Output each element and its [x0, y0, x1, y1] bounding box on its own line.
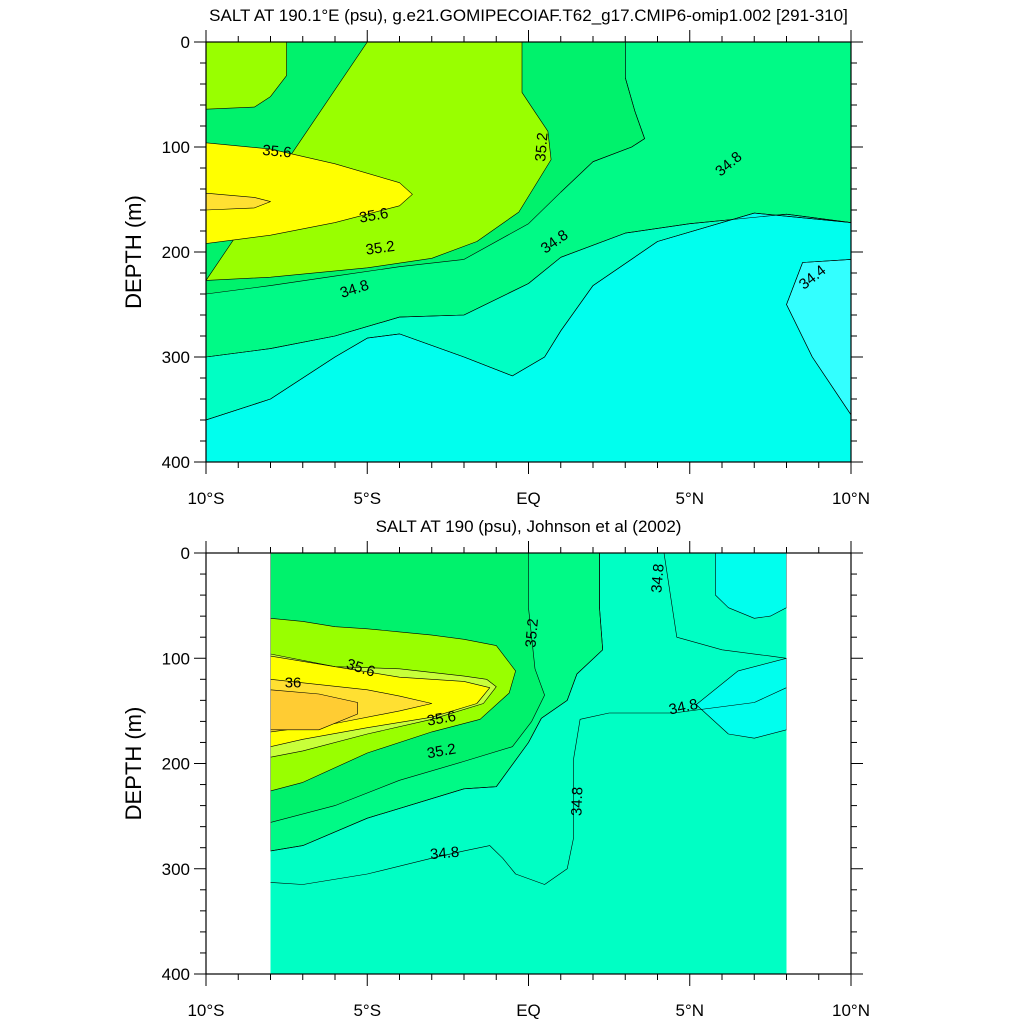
contour-panel-1: 0 100 200 300 400 10°S 5°S EQ 5°N 10°N SALT AT 190… — [121, 6, 870, 508]
filled-contours — [206, 42, 851, 462]
y-tick-label: 300 — [162, 860, 190, 879]
contour-line-34-8 — [206, 212, 851, 421]
y-tick-label: 200 — [162, 755, 190, 774]
contour-label: 34.8 — [667, 696, 699, 719]
filled-contours — [270, 553, 787, 974]
x-tick-label: 10°S — [187, 1001, 224, 1020]
y-tick-label: 400 — [162, 965, 190, 984]
x-tick-label: 5°N — [675, 489, 704, 508]
contour-line-34-8 — [560, 42, 645, 193]
contour-panel-2: 0 100 200 300 400 10°S 5°S EQ 5°N 10°N SALT AT 190… — [121, 517, 870, 1020]
contour-line-35 — [270, 553, 604, 852]
chart-title: SALT AT 190 (psu), Johnson et al (2002) — [376, 517, 682, 536]
y-tick-label: 400 — [162, 453, 190, 472]
y-tick-label: 100 — [162, 138, 190, 157]
contour-label: 34.8 — [429, 844, 460, 863]
contour-line-34-8 — [270, 687, 787, 885]
x-tick-label: EQ — [516, 1001, 541, 1020]
contour-label: 35.6 — [262, 142, 293, 161]
contour-label: 34.8 — [568, 787, 586, 817]
x-tick-label: 10°N — [832, 489, 870, 508]
contour-fill-36-2 — [270, 689, 358, 731]
y-tick-label: 300 — [162, 348, 190, 367]
contour-fill-36 — [206, 192, 271, 211]
x-tick-label: EQ — [516, 489, 541, 508]
y-tick-label: 100 — [162, 649, 190, 668]
contour-label: 35.2 — [426, 740, 458, 762]
y-tick-label: 200 — [162, 243, 190, 262]
contour-fill-35-4 — [206, 42, 287, 110]
x-tick-label: 10°S — [187, 489, 224, 508]
contour-label: 34.8 — [648, 563, 667, 594]
contour-fill-34-6 — [695, 657, 787, 739]
contour-label: 35.2 — [365, 238, 396, 259]
y-tick-label: 0 — [181, 33, 190, 52]
contour-label: 36 — [285, 674, 302, 691]
contour-label: 35.6 — [358, 205, 390, 227]
contour-line-35 — [206, 213, 851, 358]
contour-line-34-8 — [663, 553, 787, 659]
y-axis-label: DEPTH (m) — [121, 707, 146, 821]
x-tick-label: 5°S — [353, 489, 381, 508]
chart-title: SALT AT 190.1°E (psu), g.e21.GOMIPECOIAF… — [209, 6, 848, 25]
contour-line-34-4 — [786, 259, 851, 415]
x-tick-label: 5°N — [675, 1001, 704, 1020]
x-tick-label: 5°S — [353, 1001, 381, 1020]
contour-fill-35-6 — [206, 142, 413, 244]
x-tick-label: 10°N — [832, 1001, 870, 1020]
axis-ticks — [194, 30, 863, 474]
contour-fill-34-6 — [715, 553, 787, 619]
contour-label: 35.2 — [522, 618, 541, 649]
y-tick-label: 0 — [181, 544, 190, 563]
y-axis-label: DEPTH (m) — [121, 195, 146, 309]
contour-label: 35.6 — [426, 708, 458, 730]
contour-label: 35.2 — [532, 132, 551, 163]
axis-ticks — [194, 541, 863, 986]
